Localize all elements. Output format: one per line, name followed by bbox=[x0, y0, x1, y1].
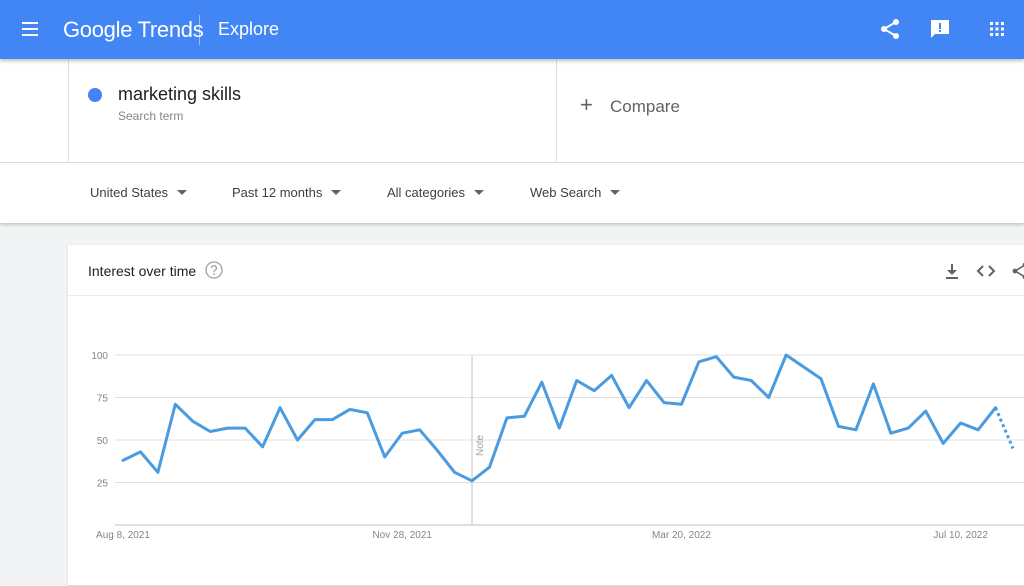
google-trends-logo[interactable]: Google Trends bbox=[63, 16, 204, 44]
annotation-note-label[interactable]: Note bbox=[475, 434, 486, 456]
interest-line-chart[interactable]: 25 50 75 100 Aug 8, 2021 Nov 28, 2021 Mar 20, … bbox=[68, 296, 1024, 586]
y-tick-label: 25 bbox=[97, 479, 109, 490]
compare-label: Compare bbox=[610, 97, 680, 116]
y-tick-label: 50 bbox=[97, 436, 109, 447]
series-line-partial[interactable] bbox=[994, 407, 1015, 450]
caret-down-icon bbox=[177, 190, 188, 196]
feedback-icon[interactable] bbox=[928, 17, 952, 41]
x-tick-label: Mar 20, 2022 bbox=[652, 530, 711, 541]
caret-down-icon bbox=[474, 190, 485, 196]
card-header: Interest over time bbox=[68, 245, 1024, 296]
time-range-dropdown[interactable]: Past 12 months bbox=[232, 185, 342, 200]
y-tick-label: 75 bbox=[97, 394, 109, 405]
search-term-name[interactable]: marketing skills bbox=[118, 84, 242, 104]
search-term-card[interactable]: marketing skills Search term bbox=[68, 59, 557, 163]
category-dropdown[interactable]: All categories bbox=[387, 185, 485, 200]
series-line[interactable] bbox=[121, 353, 998, 483]
download-icon[interactable] bbox=[942, 261, 962, 281]
y-tick-label: 100 bbox=[91, 351, 108, 362]
search-property-dropdown[interactable]: Web Search bbox=[530, 185, 621, 200]
search-term-row: marketing skills Search term + Compare bbox=[0, 59, 1024, 163]
category-dropdown-label: All categories bbox=[387, 185, 466, 200]
x-tick-label: Aug 8, 2021 bbox=[96, 530, 150, 541]
region-dropdown[interactable]: United States bbox=[90, 185, 188, 200]
caret-down-icon bbox=[610, 190, 621, 196]
interest-chart[interactable]: 25 50 75 100 Aug 8, 2021 Nov 28, 2021 Mar 20, … bbox=[68, 296, 1024, 586]
filter-bar: United States Past 12 months All categor… bbox=[0, 163, 1024, 223]
plus-icon: + bbox=[580, 92, 593, 117]
logo-trends-text: Trends bbox=[137, 17, 204, 42]
card-title: Interest over time bbox=[88, 263, 197, 279]
search-property-dropdown-label: Web Search bbox=[530, 185, 602, 200]
caret-down-icon bbox=[331, 190, 342, 196]
app-bar-divider bbox=[199, 15, 200, 45]
series-color-dot bbox=[88, 88, 102, 102]
apps-grid-icon[interactable] bbox=[985, 17, 1009, 41]
x-tick-label: Nov 28, 2021 bbox=[372, 530, 432, 541]
interest-over-time-card: Interest over time bbox=[68, 245, 1024, 585]
app-bar: Google Trends Explore bbox=[0, 0, 1024, 59]
hamburger-menu-icon[interactable] bbox=[20, 19, 40, 39]
logo-google-text: Google bbox=[63, 17, 133, 42]
help-icon[interactable] bbox=[205, 261, 223, 279]
region-dropdown-label: United States bbox=[90, 185, 169, 200]
search-term-subtitle: Search term bbox=[118, 109, 184, 123]
time-range-dropdown-label: Past 12 months bbox=[232, 185, 323, 200]
share-icon[interactable] bbox=[878, 17, 902, 41]
x-tick-label: Jul 10, 2022 bbox=[933, 530, 988, 541]
page-title: Explore bbox=[218, 19, 280, 39]
embed-code-icon[interactable] bbox=[976, 261, 996, 281]
share-chart-icon[interactable] bbox=[1010, 261, 1024, 281]
